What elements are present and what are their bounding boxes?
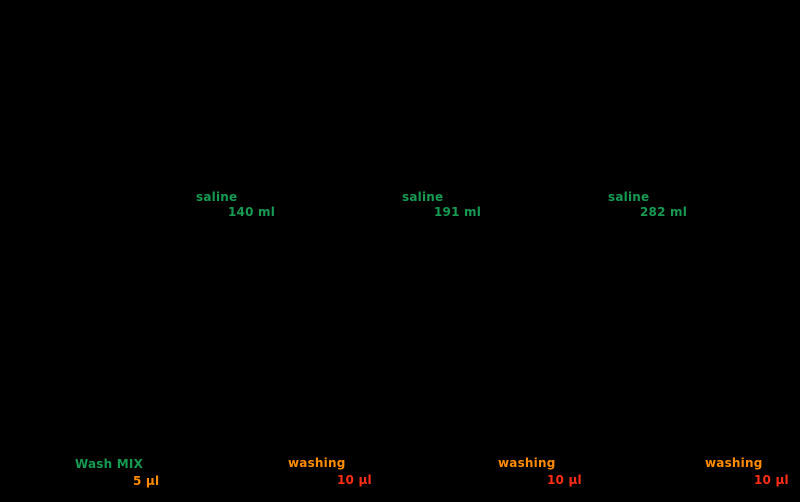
saline-volume-value: 282 ml xyxy=(640,205,688,219)
step-label-text: Wash MIX xyxy=(75,457,144,471)
step-volume-value: 10 µl xyxy=(754,473,789,487)
saline-volume-value: 191 ml xyxy=(434,205,482,219)
step-volume-value: 10 µl xyxy=(547,473,582,487)
saline-volume-value: 140 ml xyxy=(228,205,276,219)
saline-label-text: saline xyxy=(196,190,238,204)
step-label-text: washing xyxy=(288,456,346,470)
step-label-text: washing xyxy=(705,456,763,470)
step-label-text: washing xyxy=(498,456,556,470)
step-volume-value: 10 µl xyxy=(337,473,372,487)
saline-label-text: saline xyxy=(402,190,444,204)
step-volume-value: 5 µl xyxy=(133,474,160,488)
saline-label-text: saline xyxy=(608,190,650,204)
